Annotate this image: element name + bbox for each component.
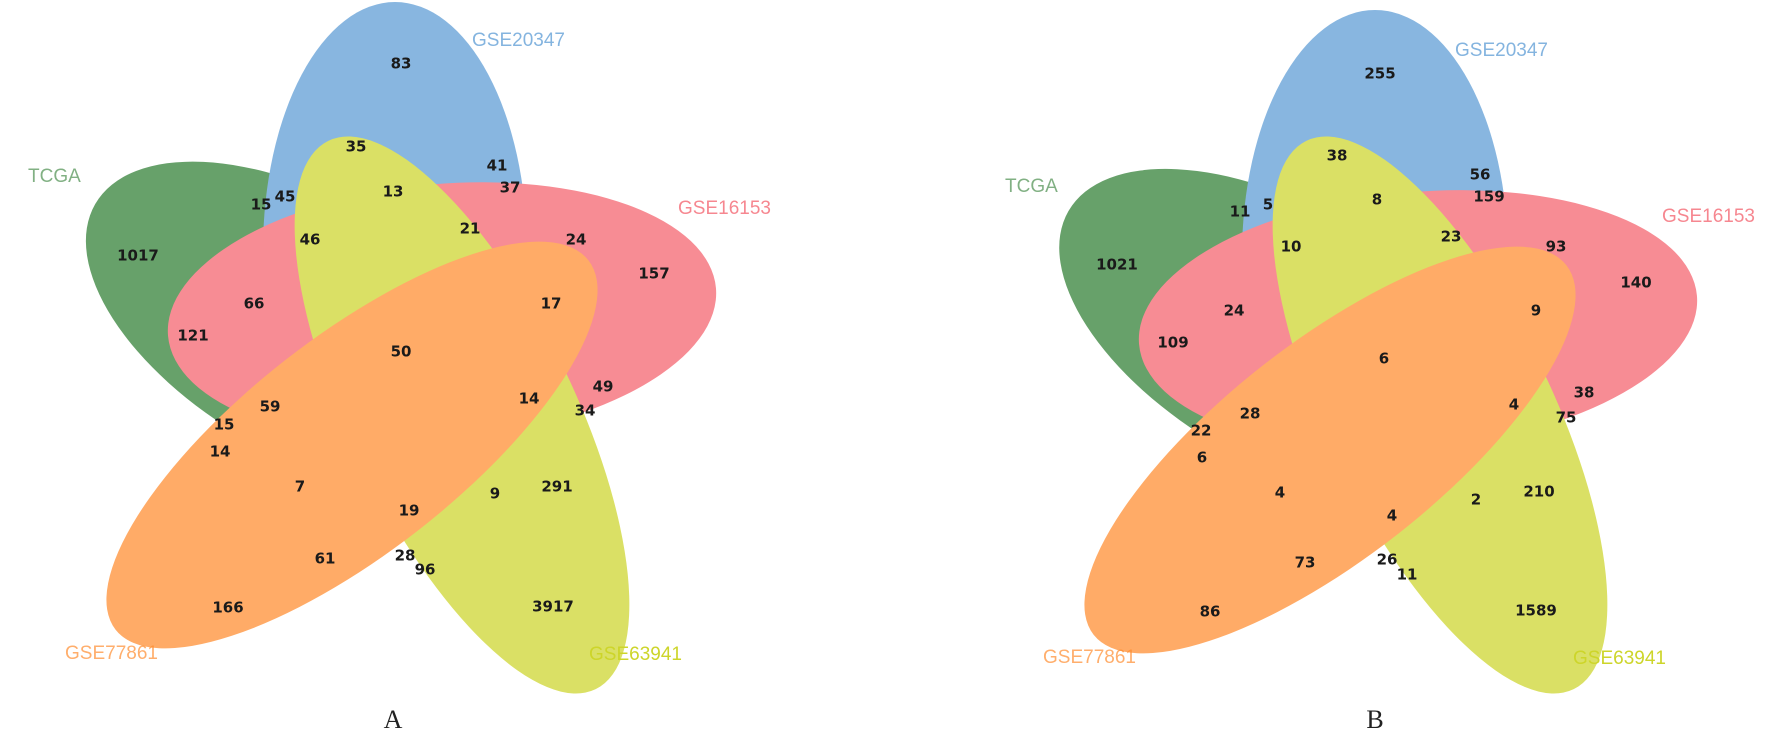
region-count: 4 <box>1387 507 1397 525</box>
region-count: 1589 <box>1515 602 1557 620</box>
region-count: 50 <box>391 343 412 361</box>
region-count: 1017 <box>117 247 159 265</box>
region-count: 86 <box>1200 603 1221 621</box>
region-count: 75 <box>1556 409 1577 427</box>
region-count: 23 <box>1441 228 1462 246</box>
region-count: 34 <box>575 402 596 420</box>
region-count: 49 <box>593 378 614 396</box>
region-count: 38 <box>1574 384 1595 402</box>
region-count: 17 <box>541 295 562 313</box>
region-count: 157 <box>638 265 669 283</box>
ellipse-gse77861 <box>1084 246 1576 654</box>
region-count: 24 <box>566 231 587 249</box>
region-count: 46 <box>300 231 321 249</box>
region-count: 83 <box>391 55 412 73</box>
region-count: 6 <box>1379 350 1389 368</box>
region-count: 28 <box>1240 405 1261 423</box>
region-count: 140 <box>1620 274 1651 292</box>
set-label-tcga: TCGA <box>1005 176 1058 197</box>
region-count: 1021 <box>1096 256 1138 274</box>
region-count: 93 <box>1546 238 1567 256</box>
panel-label-a: A <box>384 705 403 734</box>
region-count: 121 <box>177 327 208 345</box>
region-count: 38 <box>1327 147 1348 165</box>
set-label-gse63941: GSE63941 <box>1573 648 1666 669</box>
region-count: 2 <box>1471 491 1481 509</box>
region-count: 96 <box>415 561 436 579</box>
region-count: 159 <box>1473 188 1504 206</box>
region-counts-b: 255 38 8 56 159 11 5 1021 10 23 93 140 2… <box>1096 65 1652 621</box>
region-count: 22 <box>1191 422 1212 440</box>
region-count: 109 <box>1157 334 1188 352</box>
region-count: 66 <box>244 295 265 313</box>
set-label-gse20347: GSE20347 <box>1455 40 1548 61</box>
region-counts-a: 83 35 13 41 37 45 15 1017 46 21 24 157 6… <box>117 55 670 617</box>
region-count: 26 <box>1377 551 1398 569</box>
region-count: 255 <box>1364 65 1395 83</box>
region-count: 15 <box>251 196 272 214</box>
set-label-tcga: TCGA <box>28 166 81 187</box>
region-count: 291 <box>541 478 572 496</box>
region-count: 35 <box>346 138 367 156</box>
region-count: 11 <box>1230 203 1251 221</box>
venn-ellipses-b <box>1059 10 1698 694</box>
region-count: 19 <box>399 502 420 520</box>
venn-ellipses-a <box>85 2 717 694</box>
region-count: 13 <box>383 183 404 201</box>
region-count: 10 <box>1281 238 1302 256</box>
region-count: 15 <box>214 416 235 434</box>
set-label-gse77861: GSE77861 <box>1043 647 1136 668</box>
region-count: 73 <box>1295 554 1316 572</box>
region-count: 61 <box>315 550 336 568</box>
region-count: 4 <box>1509 396 1519 414</box>
set-label-gse77861: GSE77861 <box>65 643 158 664</box>
region-count: 5 <box>1263 196 1273 214</box>
venn-panel-b: TCGA GSE20347 GSE16153 GSE63941 GSE77861… <box>1005 10 1755 734</box>
region-count: 4 <box>1275 484 1285 502</box>
panel-label-b: B <box>1366 705 1383 734</box>
region-count: 56 <box>1470 166 1491 184</box>
set-label-gse16153: GSE16153 <box>678 198 771 219</box>
venn-panel-a: TCGA GSE20347 GSE16153 GSE63941 GSE77861… <box>28 2 771 734</box>
region-count: 210 <box>1523 483 1554 501</box>
region-count: 166 <box>212 599 243 617</box>
region-count: 45 <box>275 188 296 206</box>
region-count: 21 <box>460 220 481 238</box>
region-count: 9 <box>1531 302 1541 320</box>
ellipse-gse77861 <box>106 241 598 649</box>
region-count: 14 <box>519 390 540 408</box>
region-count: 6 <box>1197 449 1207 467</box>
region-count: 28 <box>395 547 416 565</box>
region-count: 59 <box>260 398 281 416</box>
region-count: 8 <box>1372 191 1382 209</box>
region-count: 24 <box>1224 302 1245 320</box>
region-count: 9 <box>490 485 500 503</box>
set-label-gse63941: GSE63941 <box>589 644 682 665</box>
set-label-gse20347: GSE20347 <box>472 30 565 51</box>
region-count: 14 <box>210 443 231 461</box>
region-count: 11 <box>1397 566 1418 584</box>
region-count: 37 <box>500 179 521 197</box>
set-label-gse16153: GSE16153 <box>1662 206 1755 227</box>
region-count: 7 <box>295 478 305 496</box>
region-count: 41 <box>487 157 508 175</box>
region-count: 3917 <box>532 598 574 616</box>
